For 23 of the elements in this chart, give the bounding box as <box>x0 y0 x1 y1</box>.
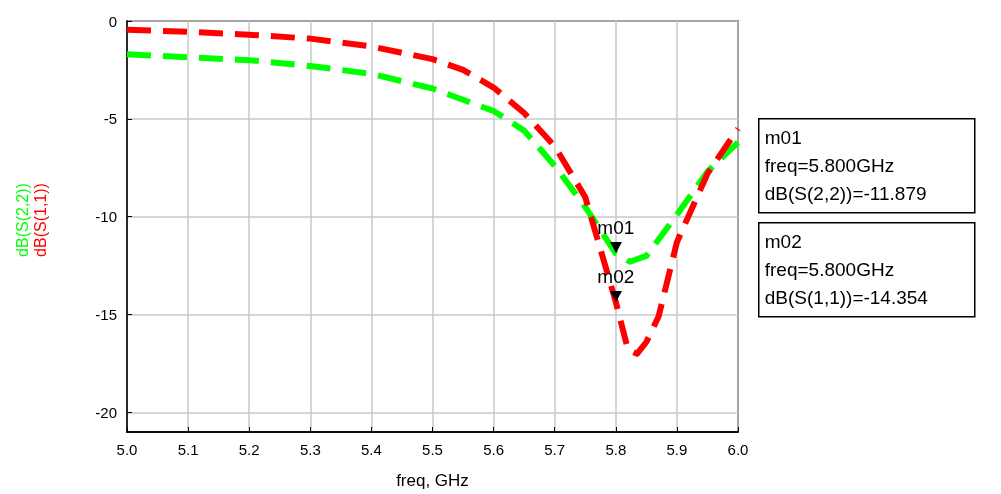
x-tick-label: 5.6 <box>483 441 505 458</box>
x-tick-label: 5.3 <box>299 441 321 458</box>
annotation: m02 <box>597 265 635 288</box>
x-tick-label: 5.5 <box>422 441 443 458</box>
text: dB(S(1,1)) <box>31 183 49 257</box>
x-axis-title: freq, GHz <box>396 471 469 490</box>
x-tick-label: 5.9 <box>666 441 688 458</box>
y-tick-label: -10 <box>95 208 117 226</box>
y-tick-label: 0 <box>108 12 117 30</box>
y-tick-label: -20 <box>95 403 117 421</box>
y-tick-label: -5 <box>103 110 117 128</box>
y-tick-label: -15 <box>95 306 117 324</box>
x-tick-label: 6.0 <box>727 441 749 458</box>
x-tick-label: 5.4 <box>360 441 382 458</box>
x-tick-label: 5.8 <box>605 441 627 458</box>
x-tick-label: 5.1 <box>177 441 199 458</box>
x-tick-label: 5.7 <box>544 441 566 458</box>
text: m02 freq=5.800GHz dB(S(1,1))=-14.354 <box>764 231 929 309</box>
text: m01 freq=5.800GHz dB(S(2,2))=-11.879 <box>764 127 927 205</box>
x-tick-label: 5.2 <box>238 441 260 458</box>
text: dB(S(2,2)) <box>13 183 31 257</box>
annotation: m01 <box>597 217 635 240</box>
x-tick-label: 5.0 <box>116 441 138 458</box>
